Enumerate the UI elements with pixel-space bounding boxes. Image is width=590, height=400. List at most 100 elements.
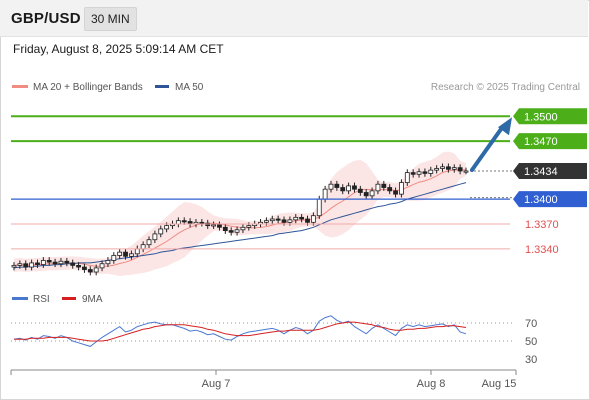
- candle-body: [152, 233, 158, 241]
- candle-body: [164, 225, 170, 230]
- candle-body: [399, 182, 404, 195]
- candle-body: [357, 188, 363, 193]
- candle-body: [58, 260, 64, 265]
- candle-body: [387, 187, 393, 192]
- candle-body: [275, 218, 281, 221]
- rsi-line: [13, 315, 467, 347]
- candle-body: [99, 263, 105, 269]
- candle-body: [269, 218, 275, 222]
- bollinger-band: [14, 151, 466, 276]
- candle-body: [334, 183, 340, 188]
- current-price-tag: [513, 162, 587, 179]
- ma50-line: [13, 182, 467, 269]
- rsi-axis-70: 70: [525, 318, 537, 330]
- rsi-ma-line: [14, 321, 467, 342]
- candle-body: [428, 169, 434, 174]
- candle-body: [111, 255, 117, 261]
- candle-body: [451, 167, 457, 170]
- candle-body: [328, 183, 334, 190]
- x-label-aug15: Aug 15: [482, 378, 517, 390]
- ma50-legend-swatch: [155, 85, 169, 88]
- support-2-value: 1.3340: [525, 244, 559, 256]
- candle-body: [434, 168, 440, 171]
- timestamp: Friday, August 8, 2025 5:09:14 AM CET: [13, 42, 224, 56]
- candle-body: [23, 263, 29, 268]
- ma20-legend-label: MA 20 + Bollinger Bands: [33, 82, 143, 93]
- candle-body: [64, 260, 70, 264]
- candlestick-series: [11, 163, 469, 276]
- candle-body: [40, 260, 46, 265]
- candle-body: [158, 228, 164, 235]
- candle-body: [305, 218, 310, 223]
- candle-body: [199, 221, 205, 224]
- candle-body: [375, 183, 381, 192]
- candle-body: [293, 216, 299, 221]
- candle-body: [17, 263, 23, 266]
- candle-body: [346, 185, 351, 192]
- candle-body: [146, 239, 152, 246]
- candle-body: [46, 260, 52, 263]
- rsi-ma-legend-swatch: [62, 297, 76, 300]
- candle-body: [246, 225, 252, 228]
- candle-body: [422, 171, 428, 174]
- forecast-arrow: [470, 124, 505, 172]
- rsi-axis-50: 50: [525, 336, 537, 348]
- candle-body: [404, 172, 410, 183]
- candle-body: [463, 170, 469, 173]
- candle-body: [363, 192, 369, 197]
- candle-body: [70, 262, 76, 266]
- candle-body: [140, 244, 146, 250]
- candle-body: [287, 219, 293, 223]
- rsi-ma-legend-label: 9MA: [82, 294, 103, 305]
- candle-body: [82, 266, 87, 270]
- candle-body: [445, 166, 451, 170]
- copyright-credit: Research © 2025 Trading Central: [431, 82, 580, 93]
- pivot-tag: [513, 191, 587, 208]
- candle-body: [228, 230, 234, 233]
- candle-body: [369, 190, 375, 197]
- candle-body: [322, 188, 328, 200]
- candle-body: [222, 226, 228, 232]
- header-bar: GBP/USD 30 MIN: [0, 0, 588, 37]
- candle-body: [316, 198, 322, 217]
- pivot-value: 1.3400: [524, 194, 558, 206]
- support-1-value: 1.3370: [525, 219, 559, 231]
- rsi-axis-30: 30: [525, 354, 537, 366]
- candle-body: [76, 265, 81, 268]
- candle-body: [234, 229, 240, 233]
- candle-body: [123, 251, 128, 257]
- x-label-aug7: Aug 7: [202, 378, 231, 390]
- candle-body: [211, 224, 216, 227]
- candle-body: [134, 248, 140, 255]
- rsi-legend-label: RSI: [33, 294, 50, 305]
- candle-body: [457, 167, 463, 172]
- currency-pair-title: GBP/USD: [11, 10, 81, 27]
- candle-body: [105, 260, 111, 265]
- forecast-arrow-head: [498, 117, 512, 136]
- candle-body: [440, 166, 445, 169]
- ma20-legend-swatch: [12, 85, 28, 88]
- candle-body: [352, 185, 357, 190]
- candle-body: [340, 187, 346, 192]
- candle-body: [87, 269, 93, 273]
- candle-body: [35, 262, 40, 265]
- candle-body: [29, 262, 35, 268]
- candle-body: [381, 183, 387, 188]
- candle-body: [181, 220, 187, 223]
- current-price-value: 1.3434: [524, 166, 558, 178]
- candle-body: [11, 265, 17, 268]
- candle-body: [217, 224, 222, 228]
- ma50-legend-label: MA 50: [175, 82, 204, 93]
- candle-body: [299, 216, 305, 220]
- candle-body: [410, 172, 416, 175]
- candle-body: [240, 226, 246, 231]
- candle-body: [117, 251, 123, 256]
- candle-body: [129, 253, 134, 257]
- candle-body: [416, 171, 422, 175]
- x-label-aug8: Aug 8: [417, 378, 446, 390]
- resistance-2-tag: [513, 108, 587, 125]
- resistance-2-value: 1.3500: [524, 111, 558, 123]
- timeframe-badge[interactable]: 30 MIN: [84, 7, 137, 31]
- candle-body: [93, 267, 99, 273]
